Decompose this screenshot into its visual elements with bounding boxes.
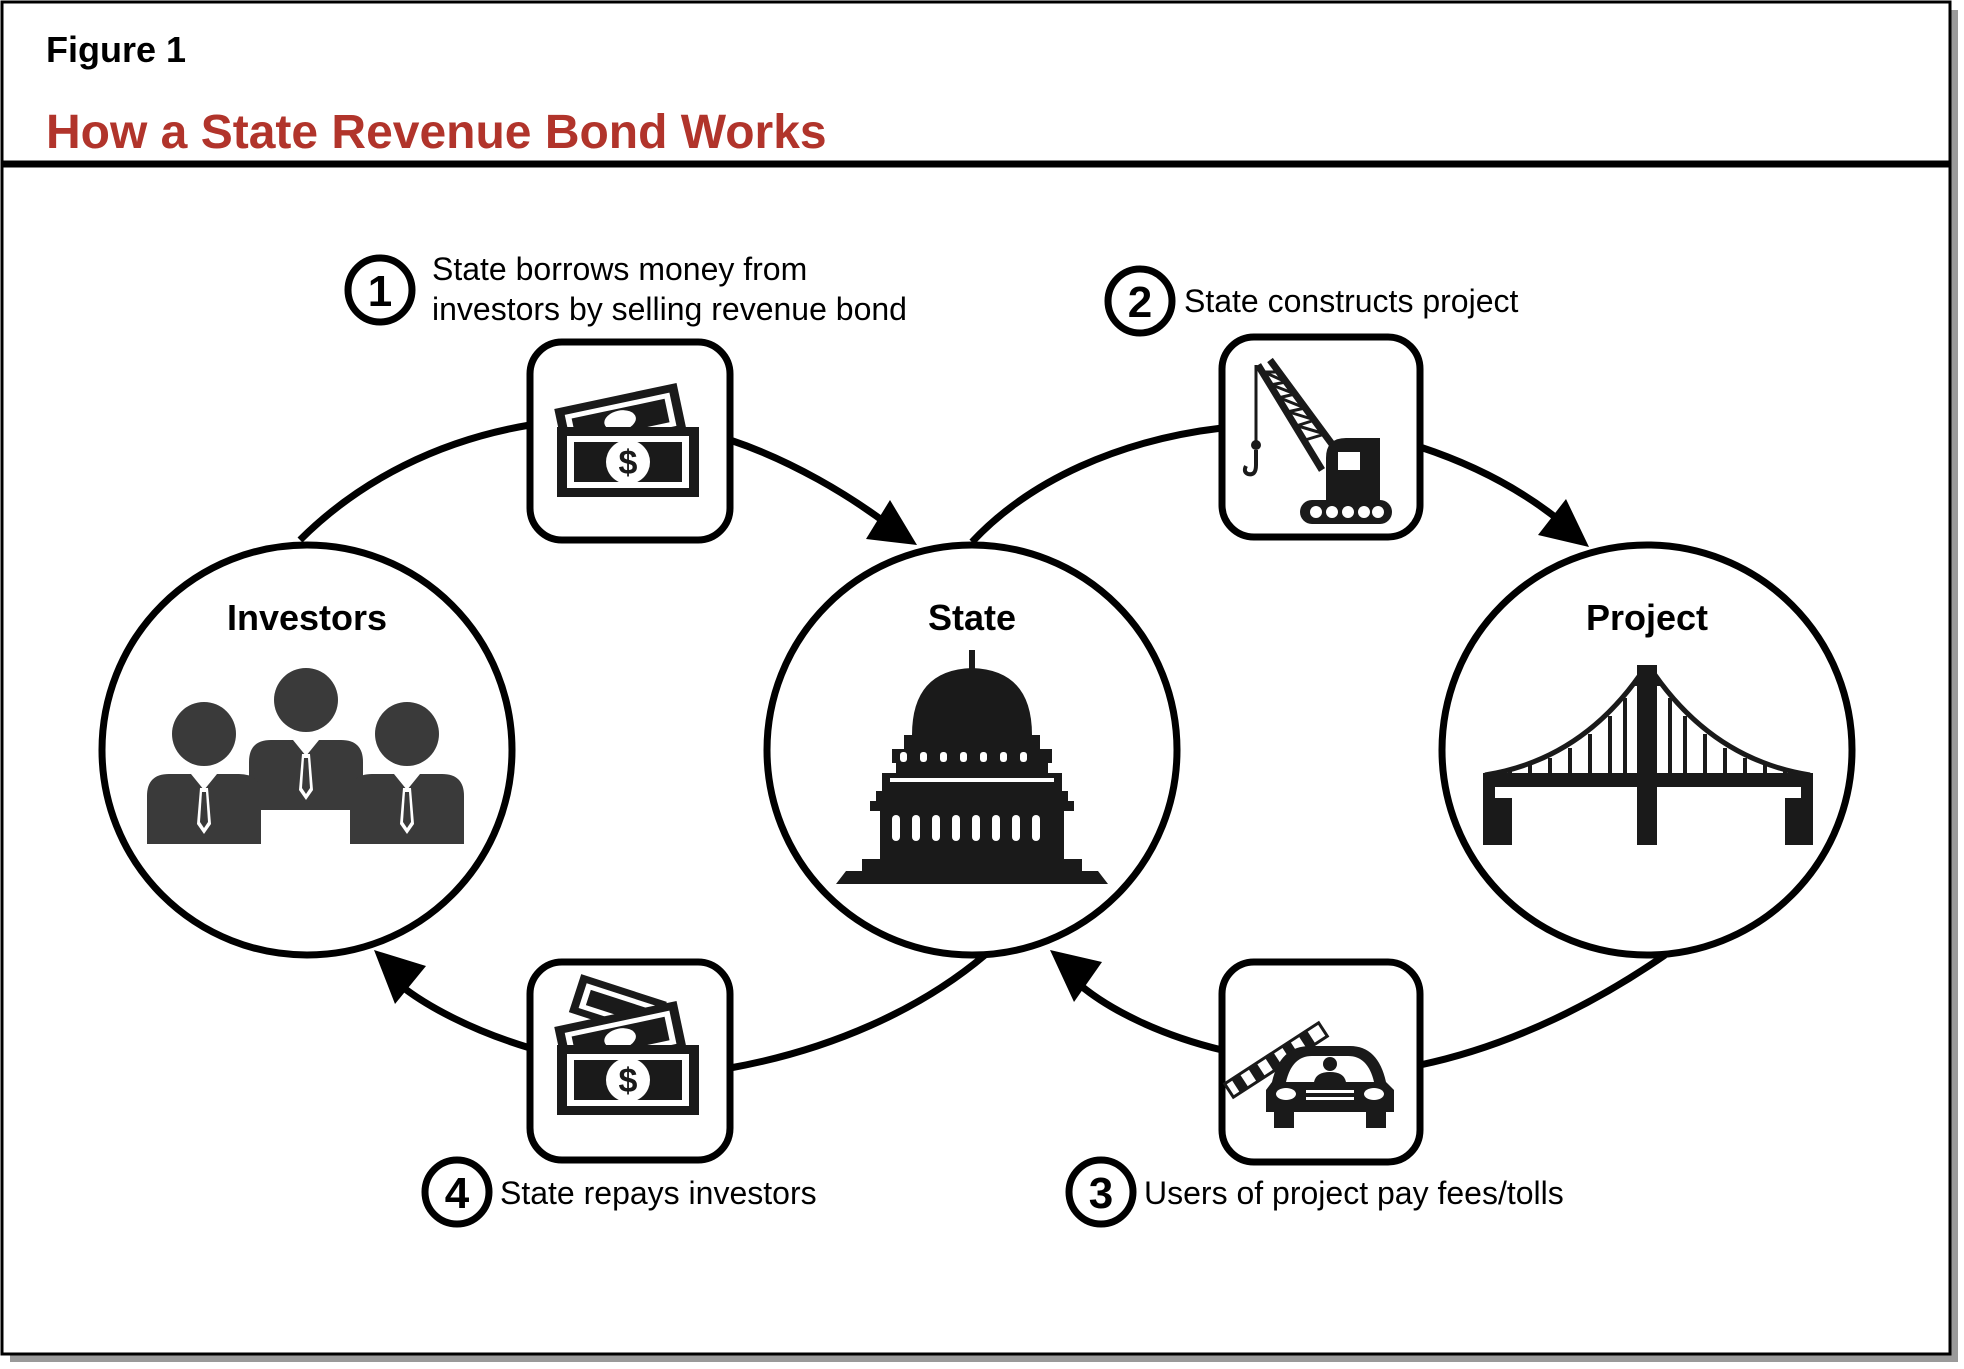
step-1-text-line-1: State borrows money from <box>432 251 807 287</box>
step-2-text-line-1: State constructs project <box>1184 283 1518 319</box>
step-1-badge <box>344 254 416 326</box>
step-2: 2 State constructs project <box>1104 265 1518 541</box>
state-label: State <box>928 597 1016 638</box>
step-2-badge <box>1104 265 1176 337</box>
figure-label: Figure 1 <box>46 29 186 70</box>
flow-project-to-state <box>1419 952 1667 1069</box>
project-label: Project <box>1586 597 1708 638</box>
arrowhead-to-state <box>866 500 917 545</box>
suspension-bridge-icon <box>1483 665 1813 845</box>
step-1-number: 1 <box>368 267 392 316</box>
construction-crane-icon <box>1242 357 1392 524</box>
step-2-number: 2 <box>1128 278 1152 327</box>
flow-state-to-investors-2 <box>397 982 532 1052</box>
step-1: 1 State borrows money from investors by … <box>344 251 907 544</box>
cash-stack-icon <box>554 974 699 1115</box>
arrowhead-to-state-lower <box>1050 950 1102 1002</box>
flow-investors-to-state-2 <box>728 436 898 533</box>
step-1-text-line-2: investors by selling revenue bond <box>432 291 907 327</box>
step-4-number: 4 <box>445 1169 470 1218</box>
flow-state-to-investors <box>729 952 988 1072</box>
flow-project-to-state-2 <box>1077 982 1223 1054</box>
node-project: Project <box>1438 541 1856 959</box>
step-3: 3 Users of project pay fees/tolls <box>1065 958 1564 1228</box>
investors-label: Investors <box>227 597 387 638</box>
node-investors: Investors <box>98 541 516 959</box>
step-3-badge <box>1065 1156 1137 1228</box>
car-toll-gate-icon <box>1222 1020 1394 1128</box>
step-3-text-line-1: Users of project pay fees/tolls <box>1144 1175 1564 1211</box>
figure-title: How a State Revenue Bond Works <box>46 106 827 159</box>
arrowhead-to-project <box>1538 499 1589 547</box>
step-4-text-line-1: State repays investors <box>500 1175 817 1211</box>
step-4: 4 State repays investors <box>421 958 817 1228</box>
step-4-badge <box>421 1156 493 1228</box>
capitol-building-icon <box>836 650 1108 884</box>
flow-state-to-project <box>969 424 1223 545</box>
node-state: State <box>763 541 1181 959</box>
flow-investors-to-state <box>297 421 531 543</box>
step-3-number: 3 <box>1089 1169 1113 1218</box>
arrowhead-to-investors <box>374 950 426 1004</box>
